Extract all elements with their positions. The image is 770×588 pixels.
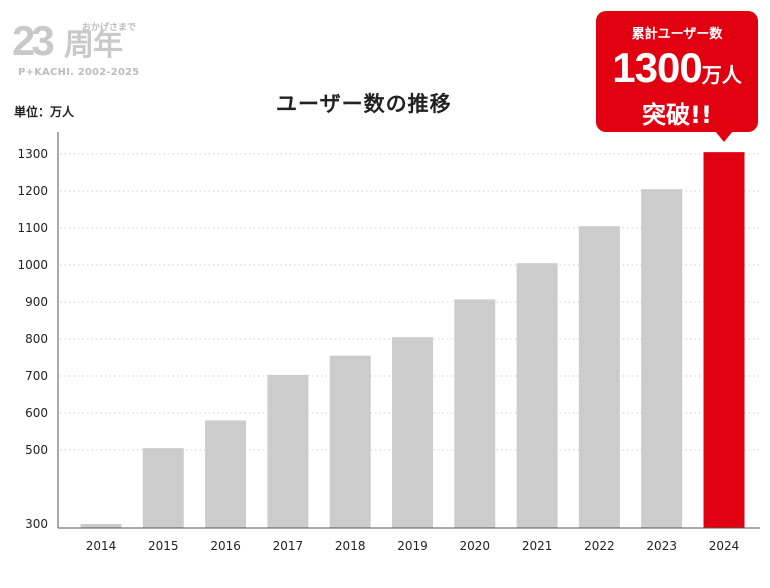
y-tick-label: 700 <box>25 369 48 383</box>
y-tick-label: 500 <box>25 443 48 457</box>
bar <box>454 299 496 528</box>
bar <box>267 374 309 528</box>
bars <box>80 152 745 528</box>
x-tick-label: 2018 <box>335 539 366 553</box>
x-tick-label: 2022 <box>584 539 615 553</box>
anniversary-logo: おかげさまで 23 周年 P+KACHI. 2002-2025 <box>12 16 142 86</box>
callout-number: 1300 <box>612 44 702 91</box>
chart-title: ユーザー数の推移 <box>276 92 452 116</box>
bar-highlight <box>703 152 745 528</box>
x-tick-label: 2016 <box>210 539 241 553</box>
bar <box>578 226 620 528</box>
x-tick-labels: 2014 2015 2016 2017 2018 2019 2020 2021 2022 2023… <box>86 539 740 553</box>
axes <box>57 132 760 529</box>
y-tick-label: 800 <box>25 332 48 346</box>
x-tick-label: 2015 <box>148 539 179 553</box>
callout-figure: 1300万人 <box>596 45 758 100</box>
y-tick-label: 1200 <box>17 184 48 198</box>
x-tick-label: 2023 <box>646 539 677 553</box>
bar <box>205 420 247 528</box>
x-tick-label: 2019 <box>397 539 428 553</box>
y-tick-labels: 300 500 600 700 800 900 1000 1100 1200 1300 <box>17 147 48 531</box>
bar <box>392 337 433 528</box>
bar <box>516 263 558 528</box>
logo-brand: P+KACHI. 2002-2025 <box>18 67 140 78</box>
x-tick-label: 2014 <box>86 539 117 553</box>
x-tick-label: 2020 <box>460 539 491 553</box>
callout-heading: 累計ユーザー数 <box>631 27 723 42</box>
unit-label: 単位：万人 <box>14 105 75 119</box>
y-tick-label: 600 <box>25 406 48 420</box>
y-tick-label: 1000 <box>17 258 48 272</box>
callout-achieved: 突破!! <box>642 101 712 129</box>
logo-number: 23 <box>12 17 55 64</box>
total-users-callout: 累計ユーザー数 1300万人 突破!! <box>596 11 758 142</box>
logo-kanji: 周年 <box>64 28 123 63</box>
x-tick-label: 2021 <box>522 539 553 553</box>
bar <box>142 448 184 528</box>
bar <box>641 189 683 528</box>
callout-unit: 万人 <box>701 63 742 87</box>
bar <box>80 524 122 528</box>
y-tick-label: 900 <box>25 295 48 309</box>
y-tick-label: 300 <box>25 517 48 531</box>
y-tick-label: 1100 <box>17 221 48 235</box>
bar <box>329 355 371 528</box>
logo-tagline: おかげさまで <box>82 23 137 33</box>
x-tick-label: 2024 <box>709 539 740 553</box>
y-tick-label: 1300 <box>17 147 48 161</box>
x-tick-label: 2017 <box>273 539 304 553</box>
